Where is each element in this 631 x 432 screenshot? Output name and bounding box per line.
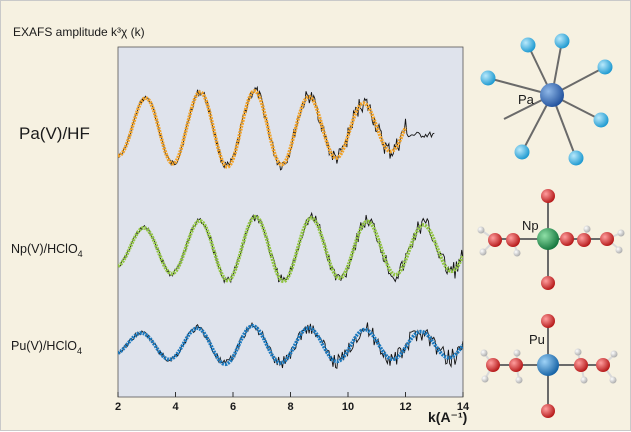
x-tick-label: 12 (399, 401, 411, 413)
x-tick-label: 14 (457, 401, 470, 413)
series-fit-line (118, 324, 463, 367)
curves-layer (118, 85, 463, 370)
molecule-pa: Pa (480, 33, 613, 166)
series-label-pu: Pu(V)/HClO4 (11, 339, 82, 356)
series-label-pu-sub: 4 (77, 346, 82, 356)
series-fit-line (118, 89, 408, 169)
x-axis-label: k(A⁻¹) (428, 409, 467, 425)
chart-title: EXAFS amplitude k³χ (k) (13, 25, 145, 39)
series-label-np-sub: 4 (78, 249, 83, 259)
series-label-np-main: Np(V)/HClO (11, 242, 78, 256)
x-tick-label: 6 (230, 401, 236, 413)
molecule-pu: Pu (480, 314, 618, 418)
series-label-pu-main: Pu(V)/HClO (11, 339, 77, 353)
x-tick-label: 4 (172, 401, 179, 413)
molecule-np: Np (477, 189, 625, 290)
x-tick-label: 10 (342, 401, 354, 413)
molecule-label-np: Np (522, 218, 539, 233)
molecule-label-pu: Pu (529, 332, 545, 347)
plot-area (117, 46, 464, 398)
x-tick-label: 2 (115, 401, 121, 413)
series-label-pa: Pa(V)/HF (19, 124, 90, 143)
molecule-label-pa: Pa (518, 92, 535, 107)
x-tick-label: 8 (287, 401, 293, 413)
molecule-panel: Pa Np (477, 33, 625, 418)
series-label-np: Np(V)/HClO4 (11, 242, 83, 259)
x-axis: 2 4 6 8 10 12 14 (115, 392, 470, 413)
